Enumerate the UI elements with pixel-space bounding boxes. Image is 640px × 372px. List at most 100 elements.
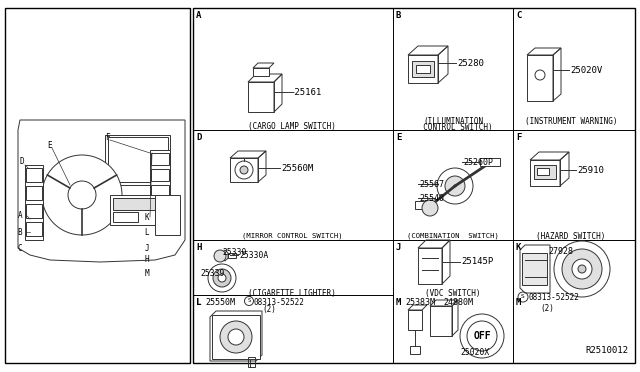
Text: 25540: 25540 [419, 193, 444, 202]
Bar [108, 137, 168, 182]
Text: A: A [196, 11, 202, 20]
Text: 25020X: 25020X [460, 348, 489, 357]
Text: J: J [145, 244, 149, 253]
Text: 25145P: 25145P [461, 257, 493, 266]
Circle shape [240, 166, 248, 174]
Text: 25550M: 25550M [205, 298, 235, 307]
Text: K: K [145, 212, 149, 221]
Bar [534, 165, 556, 179]
Text: M: M [396, 298, 401, 307]
Bar [110, 195, 162, 225]
Text: E: E [396, 133, 401, 142]
Text: (INSTRUMENT WARNING): (INSTRUMENT WARNING) [525, 117, 617, 126]
Text: 25339: 25339 [200, 269, 225, 278]
Text: M: M [145, 269, 149, 278]
Text: 24880M: 24880M [443, 298, 473, 307]
Text: M: M [516, 298, 522, 307]
Circle shape [218, 274, 226, 282]
Circle shape [460, 314, 504, 358]
Circle shape [445, 176, 465, 196]
Circle shape [422, 200, 438, 216]
Text: L: L [145, 228, 149, 237]
Circle shape [42, 155, 122, 235]
Text: C: C [516, 11, 522, 20]
Text: R2510012: R2510012 [585, 346, 628, 355]
Bar [522, 253, 547, 285]
Bar [527, 55, 553, 101]
Text: L: L [196, 298, 202, 307]
Circle shape [68, 181, 96, 209]
Text: OFF: OFF [473, 331, 491, 341]
Circle shape [572, 259, 592, 279]
Bar [253, 68, 269, 76]
Bar [416, 65, 430, 73]
Text: S: S [248, 298, 251, 304]
Polygon shape [18, 120, 185, 262]
Text: 08313-52522: 08313-52522 [254, 298, 305, 307]
Bar [430, 306, 452, 336]
Bar [113, 198, 158, 210]
Bar [151, 153, 169, 165]
Bar [26, 168, 42, 182]
Text: C: C [18, 244, 22, 253]
Bar [5, 8, 190, 363]
Circle shape [467, 321, 497, 351]
Bar [418, 248, 442, 284]
Bar [537, 168, 549, 175]
Text: (VDC SWITCH): (VDC SWITCH) [425, 289, 481, 298]
Bar [26, 222, 42, 236]
Bar [228, 253, 236, 258]
Text: 25330: 25330 [222, 248, 246, 257]
Bar [415, 201, 433, 209]
Text: (ILLUMINATION: (ILLUMINATION [423, 117, 483, 126]
Text: CONTROL SWITCH): CONTROL SWITCH) [413, 123, 492, 132]
Bar [412, 61, 434, 77]
Circle shape [213, 269, 231, 287]
Bar [26, 186, 42, 200]
Text: K: K [516, 243, 522, 252]
Text: —25161: —25161 [289, 87, 321, 96]
Bar [105, 135, 170, 185]
Bar [113, 212, 138, 222]
Text: A: A [18, 211, 22, 219]
Bar [248, 82, 274, 112]
Text: S: S [521, 295, 525, 299]
Text: (2): (2) [262, 305, 276, 314]
Text: H: H [145, 256, 149, 264]
Bar [150, 150, 170, 200]
Bar [26, 204, 42, 218]
Text: (HAZARD SWITCH): (HAZARD SWITCH) [536, 232, 605, 241]
Text: 25560M: 25560M [281, 164, 313, 173]
Text: D: D [20, 157, 24, 166]
Text: F: F [516, 133, 522, 142]
Text: 25567: 25567 [419, 180, 444, 189]
Bar [408, 310, 422, 330]
Text: 25330A: 25330A [239, 250, 268, 260]
Text: 25910: 25910 [577, 166, 604, 174]
Text: H: H [196, 243, 202, 252]
Bar [480, 158, 500, 166]
Text: F: F [105, 132, 109, 141]
Text: B: B [18, 228, 22, 237]
Circle shape [562, 249, 602, 289]
Text: 25280: 25280 [457, 58, 484, 67]
Text: D: D [196, 133, 202, 142]
Text: (CIGARETTE LIGHTER): (CIGARETTE LIGHTER) [248, 289, 336, 298]
Bar [530, 160, 560, 186]
Text: B: B [396, 11, 401, 20]
Text: 25020V: 25020V [570, 65, 602, 74]
Text: (2): (2) [540, 304, 554, 313]
Text: (CARGO LAMP SWITCH): (CARGO LAMP SWITCH) [248, 122, 336, 131]
Text: 25383M: 25383M [405, 298, 435, 307]
Bar [25, 165, 43, 240]
Circle shape [214, 250, 226, 262]
Text: 25260P: 25260P [463, 157, 493, 167]
Bar [193, 8, 635, 363]
Circle shape [220, 321, 252, 353]
Bar [212, 315, 260, 359]
Bar [230, 158, 258, 182]
Circle shape [228, 329, 244, 345]
Bar [151, 169, 169, 181]
Text: 27928: 27928 [548, 247, 573, 256]
Circle shape [208, 264, 236, 292]
